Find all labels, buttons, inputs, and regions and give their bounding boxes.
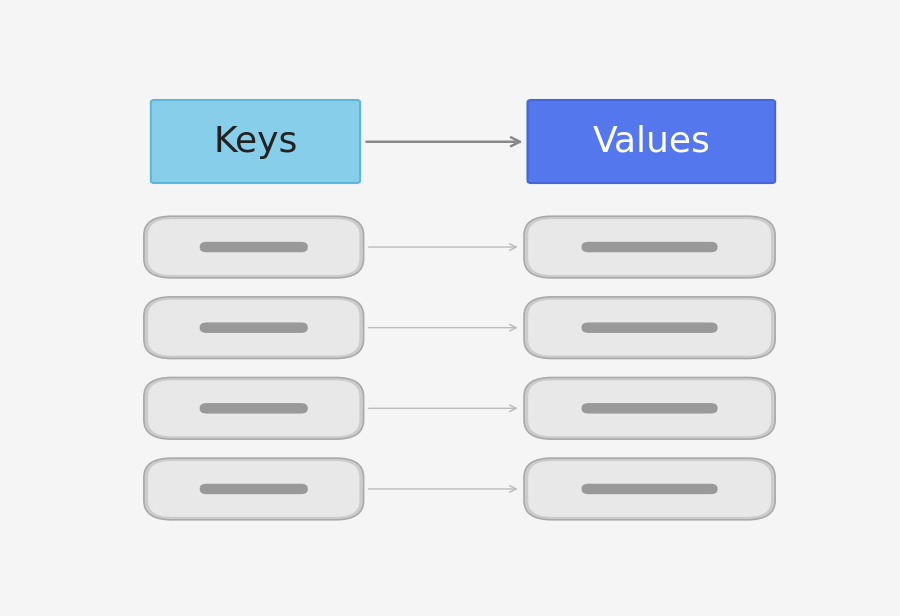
FancyBboxPatch shape [581, 322, 717, 333]
FancyBboxPatch shape [527, 100, 775, 183]
FancyBboxPatch shape [528, 219, 771, 275]
FancyBboxPatch shape [528, 380, 771, 436]
FancyBboxPatch shape [200, 484, 308, 494]
FancyBboxPatch shape [148, 380, 359, 436]
FancyBboxPatch shape [200, 242, 308, 253]
FancyBboxPatch shape [524, 216, 775, 278]
FancyBboxPatch shape [144, 216, 364, 278]
FancyBboxPatch shape [524, 458, 775, 520]
FancyBboxPatch shape [148, 219, 359, 275]
FancyBboxPatch shape [528, 300, 771, 355]
FancyBboxPatch shape [200, 322, 308, 333]
FancyBboxPatch shape [148, 300, 359, 355]
FancyBboxPatch shape [581, 242, 717, 253]
FancyBboxPatch shape [528, 461, 771, 517]
FancyBboxPatch shape [144, 378, 364, 439]
FancyBboxPatch shape [144, 297, 364, 359]
Text: Values: Values [592, 124, 710, 158]
FancyBboxPatch shape [200, 403, 308, 413]
FancyBboxPatch shape [524, 297, 775, 359]
FancyBboxPatch shape [581, 403, 717, 413]
FancyBboxPatch shape [148, 461, 359, 517]
Text: Keys: Keys [213, 124, 298, 158]
FancyBboxPatch shape [581, 484, 717, 494]
FancyBboxPatch shape [151, 100, 360, 183]
FancyBboxPatch shape [144, 458, 364, 520]
FancyBboxPatch shape [524, 378, 775, 439]
